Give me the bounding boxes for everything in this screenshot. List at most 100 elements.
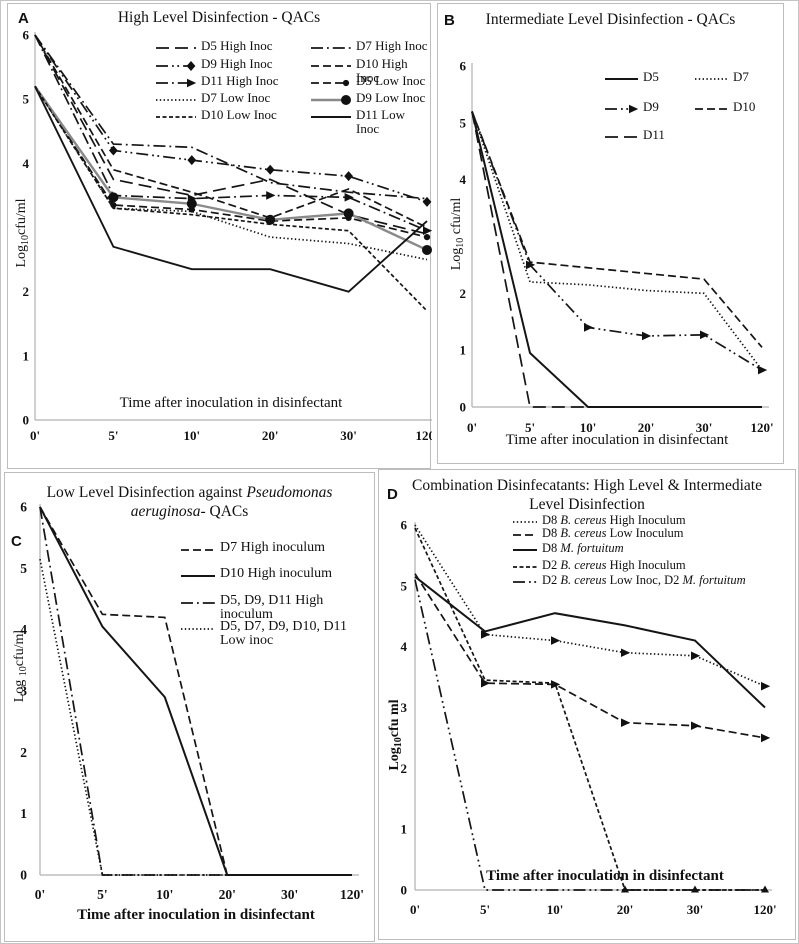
y-tick: 4 bbox=[23, 156, 30, 171]
series-line-d5-d7-d9-d10-d11-low-inoc bbox=[39, 558, 352, 876]
panel-c-title: Low Level Disinfection against Pseudomon… bbox=[46, 484, 333, 520]
panel-b-chart: 6 5 4 2 1 00' 5' 10' 20' 30' 120' Time after inocul… bbox=[449, 59, 774, 449]
y-tick: 1 bbox=[401, 822, 408, 837]
y-axis-label: Log10 cfu/ml bbox=[449, 198, 466, 271]
legend-label: D7 Low Inoc bbox=[201, 90, 271, 105]
series-line-d9 bbox=[471, 111, 763, 371]
legend-item-d11-high-inoc: D11 High Inoc bbox=[155, 74, 279, 89]
arrow-marker bbox=[481, 678, 491, 688]
legend-line-sample bbox=[181, 549, 215, 551]
x-tick: 0' bbox=[410, 902, 420, 917]
x-tick: 5' bbox=[108, 428, 118, 443]
legend-item-d10-high-inoculum: D10 High inoculum bbox=[180, 567, 332, 582]
series-line-d2-b-cereus-high-inoculum bbox=[414, 527, 765, 891]
series-line-d8-b-cereus-high-inoculum bbox=[414, 524, 766, 687]
y-axis-label: Log 10cfu/ml bbox=[12, 630, 29, 703]
panel-letter-d: D bbox=[387, 486, 398, 503]
x-axis-label: Time after inoculation in disinfectant bbox=[506, 432, 730, 448]
diamond-marker bbox=[109, 145, 118, 156]
dot-small-marker bbox=[342, 79, 350, 87]
x-tick: 30' bbox=[340, 428, 357, 443]
series-line-d8-b-cereus-low-inoculum bbox=[414, 573, 766, 739]
legend-line-sample bbox=[156, 61, 196, 71]
legend-item-d11-low-inoc: D11 Low Inoc bbox=[310, 108, 430, 136]
y-tick: 6 bbox=[401, 518, 408, 533]
y-tick: 2 bbox=[401, 761, 408, 776]
legend-label: D7 High Inoc bbox=[356, 38, 428, 53]
triangle-up-marker bbox=[621, 885, 629, 893]
x-tick: 120' bbox=[415, 428, 432, 443]
y-axis-label: Log10cfu/ml bbox=[14, 198, 31, 267]
legend-line-sample bbox=[513, 549, 537, 551]
legend-item-d5-low-inoc: D5 Low Inoc bbox=[310, 74, 425, 89]
x-tick: 0' bbox=[30, 428, 40, 443]
y-tick: 2 bbox=[20, 745, 27, 760]
legend-label: D8 B. cereus High Inoculum bbox=[542, 513, 686, 527]
x-tick: 20' bbox=[638, 420, 655, 435]
series-line-d5-high-inoc bbox=[34, 34, 428, 235]
dot-large-marker bbox=[186, 198, 197, 209]
legend-line-sample bbox=[311, 116, 351, 118]
arrow-marker bbox=[187, 78, 197, 88]
y-tick: 6 bbox=[23, 28, 30, 43]
legend-line-sample bbox=[605, 136, 638, 138]
legend-item-d5-high-inoc: D5 High Inoc bbox=[155, 39, 273, 54]
panel-c-chart: 6 5 4 3 2 1 0 0' 5' 10' 20' 30' 120' Time after inocu… bbox=[12, 500, 364, 924]
y-tick: 2 bbox=[460, 286, 467, 301]
y-tick: 0 bbox=[23, 413, 30, 428]
legend-line-sample bbox=[513, 534, 537, 536]
legend-line-sample bbox=[311, 95, 351, 105]
panel-a: A High Level Disinfection - QACs 6 5 4 2 1 0 0' 5… bbox=[7, 3, 432, 469]
legend-line-sample bbox=[156, 78, 197, 88]
x-tick: 5' bbox=[480, 902, 490, 917]
y-axis-label: Log10cfu ml bbox=[387, 699, 404, 770]
x-axis-label: Time after inoculation in disinfectant bbox=[77, 907, 315, 923]
legend-line-sample bbox=[513, 566, 537, 568]
arrow-marker bbox=[621, 718, 631, 728]
arrow-marker bbox=[761, 733, 771, 743]
legend-item-d10: D10 bbox=[694, 100, 755, 115]
legend-line-sample bbox=[156, 99, 196, 101]
series-line-d8-m-fortuitum bbox=[414, 575, 766, 709]
legend-label: D10 High inoculum bbox=[220, 566, 332, 581]
arrow-marker bbox=[423, 226, 432, 236]
x-tick: 5' bbox=[97, 887, 108, 902]
legend-line-sample bbox=[695, 108, 728, 110]
legend-line-sample bbox=[311, 47, 351, 49]
legend-line-sample bbox=[513, 581, 537, 583]
arrow-marker bbox=[758, 365, 768, 375]
y-tick: 5 bbox=[20, 561, 27, 576]
arrow-marker bbox=[761, 681, 771, 691]
panel-a-chart: 6 5 4 2 1 00' 5' 10' 20' 30' 120' Time after inocul… bbox=[14, 28, 432, 443]
legend-label: D9 High Inoc bbox=[201, 56, 273, 71]
legend-label: D5 bbox=[643, 69, 659, 84]
series-line-d7 bbox=[471, 111, 763, 371]
legend-item-d2-b-cereus-low-inoc-d2-m-fortuitum: D2 B. cereus Low Inoc, D2 M. fortuitum bbox=[512, 573, 746, 588]
x-tick: 30' bbox=[687, 902, 704, 917]
x-axis-label: Time after inoculation in disinfectant bbox=[486, 868, 724, 884]
legend-label: D10 bbox=[733, 99, 756, 114]
panel-d-chart: 6 5 4 3 2 1 00' 5' 10' 20' 30' 120' Time after inocu… bbox=[387, 518, 777, 918]
y-tick: 5 bbox=[460, 115, 467, 130]
legend-item-d11: D11 bbox=[604, 128, 665, 143]
legend-item-d7-high-inoculum: D7 High inoculum bbox=[180, 541, 325, 556]
legend-label: D8 M. fortuitum bbox=[542, 541, 624, 555]
legend-line-sample bbox=[181, 602, 215, 604]
x-tick: 10' bbox=[156, 887, 173, 902]
diamond-marker bbox=[265, 164, 275, 175]
legend-label: D5, D9, D11 High inoculum bbox=[220, 593, 324, 622]
series-line-d2-b-cereus-low-inoc-d2-m-fortuitum bbox=[414, 579, 765, 891]
series-line-d11 bbox=[471, 111, 762, 408]
y-tick: 6 bbox=[460, 59, 467, 74]
x-tick: 20' bbox=[219, 887, 236, 902]
legend-line-sample bbox=[311, 65, 351, 67]
y-tick: 1 bbox=[460, 343, 467, 358]
arrow-marker bbox=[584, 323, 594, 332]
series-line-d10-high-inoc bbox=[34, 34, 428, 229]
x-tick: 10' bbox=[183, 428, 200, 443]
y-tick: 0 bbox=[401, 883, 408, 898]
arrow-marker bbox=[700, 330, 710, 340]
diamond-marker bbox=[344, 171, 353, 182]
x-tick: 20' bbox=[262, 428, 279, 443]
